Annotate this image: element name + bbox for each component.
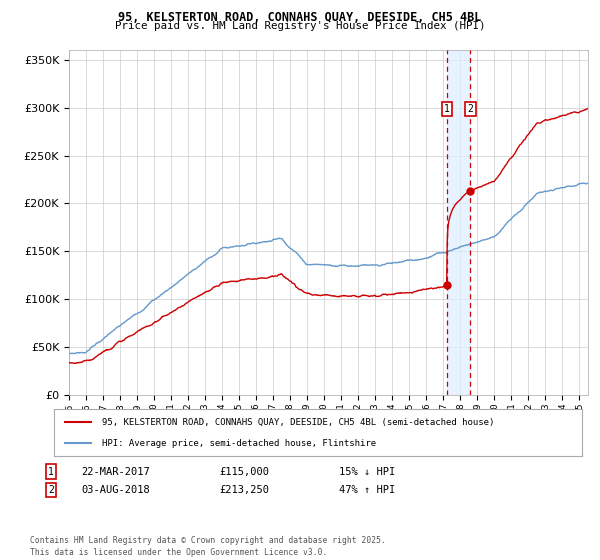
Text: £115,000: £115,000: [219, 466, 269, 477]
Text: 2: 2: [467, 104, 473, 114]
Text: 22-MAR-2017: 22-MAR-2017: [81, 466, 150, 477]
Text: 15% ↓ HPI: 15% ↓ HPI: [339, 466, 395, 477]
Text: £213,250: £213,250: [219, 485, 269, 495]
Text: 1: 1: [48, 466, 54, 477]
Text: 1: 1: [444, 104, 450, 114]
Text: 2: 2: [48, 485, 54, 495]
Bar: [447, 50, 470, 395]
Text: Contains HM Land Registry data © Crown copyright and database right 2025.
This d: Contains HM Land Registry data © Crown c…: [30, 536, 386, 557]
Text: 95, KELSTERTON ROAD, CONNAHS QUAY, DEESIDE, CH5 4BL (semi-detached house): 95, KELSTERTON ROAD, CONNAHS QUAY, DEESI…: [101, 418, 494, 427]
Text: 47% ↑ HPI: 47% ↑ HPI: [339, 485, 395, 495]
Text: 03-AUG-2018: 03-AUG-2018: [81, 485, 150, 495]
Text: 95, KELSTERTON ROAD, CONNAHS QUAY, DEESIDE, CH5 4BL: 95, KELSTERTON ROAD, CONNAHS QUAY, DEESI…: [118, 11, 482, 24]
Text: HPI: Average price, semi-detached house, Flintshire: HPI: Average price, semi-detached house,…: [101, 438, 376, 447]
Text: Price paid vs. HM Land Registry's House Price Index (HPI): Price paid vs. HM Land Registry's House …: [115, 21, 485, 31]
